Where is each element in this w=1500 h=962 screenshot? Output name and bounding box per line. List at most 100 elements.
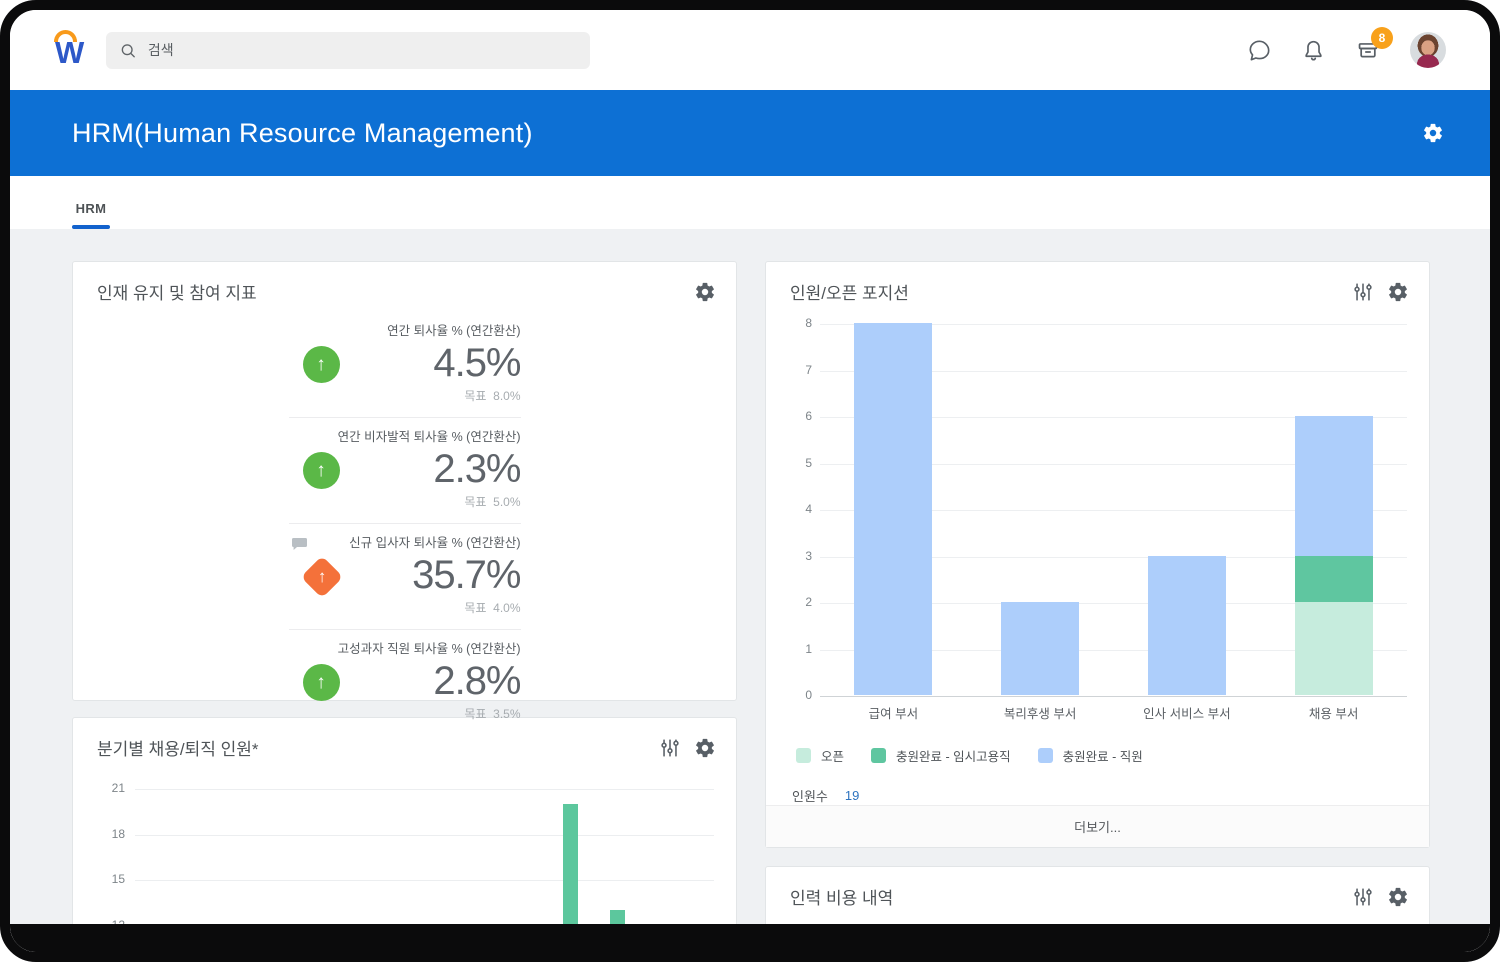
chart-filter-sliders-icon[interactable] <box>659 737 681 759</box>
avatar[interactable] <box>1410 32 1446 68</box>
legend-swatch <box>796 748 811 763</box>
gridline <box>820 649 1407 651</box>
page-title: HRM(Human Resource Management) <box>72 117 533 148</box>
dashboard: 인재 유지 및 참여 지표 연간 퇴사율 % (연간환산) ↑ 4.5% 목표 8.0… <box>10 229 1490 952</box>
y-axis-tick: 2 <box>805 595 812 609</box>
gridline <box>820 603 1407 604</box>
kpi-label: 고성과자 직원 퇴사율 % (연간환산) <box>337 642 521 656</box>
card-headcount-open-positions: 인원/오픈 포지션 0 1 2 3 4 5 6 7 8 급여 부서 복리후생 부서 인사 서비스 부… <box>765 261 1430 848</box>
card-retention-metrics: 인재 유지 및 참여 지표 연간 퇴사율 % (연간환산) ↑ 4.5% 목표 8.0… <box>72 261 737 777</box>
kpi-label: 신규 입사자 퇴사율 % (연간환산) <box>289 535 521 552</box>
x-axis-label: 채용 부서 <box>1308 707 1359 721</box>
gridline <box>135 789 714 790</box>
bar-segment[interactable] <box>1001 602 1080 695</box>
legend-item[interactable]: 충원완료 - 직원 <box>1037 746 1143 765</box>
y-axis-tick: 7 <box>805 362 812 377</box>
card-title: 인원/오픈 포지션 <box>790 284 909 303</box>
up-arrow-circle-icon: ↑ <box>302 664 340 701</box>
legend-item[interactable]: 충원완료 - 임시고용직 <box>871 746 1011 765</box>
alert-up-diamond-icon: ↑ <box>300 555 343 599</box>
card-title: 인재 유지 및 참여 지표 <box>97 284 257 303</box>
logo-arc-icon <box>54 30 77 42</box>
up-arrow-circle-icon: ↑ <box>302 346 340 383</box>
search-bar[interactable] <box>106 31 590 69</box>
card-settings-gear-icon[interactable] <box>1387 886 1409 908</box>
bar-segment[interactable] <box>1294 555 1373 602</box>
up-arrow-circle-icon: ↑ <box>302 452 340 489</box>
chart-filter-sliders-icon[interactable] <box>1352 886 1374 908</box>
kpi-list: 연간 퇴사율 % (연간환산) ↑ 4.5% 목표 8.0% 연간 비자발적 퇴사율 %… <box>288 312 522 735</box>
page-banner: HRM(Human Resource Management) <box>10 90 1490 176</box>
inbox-button[interactable]: 8 <box>1355 27 1393 63</box>
kpi-value: 2.3% <box>433 447 521 491</box>
x-axis-label: 인사 서비스 부서 <box>1143 707 1231 721</box>
y-axis-tick: 1 <box>805 641 812 656</box>
kpi-value: 35.7% <box>412 553 521 597</box>
gridline <box>820 510 1407 511</box>
headcount-metric-row: 인원수 19 <box>792 786 1407 805</box>
tab-hrm[interactable]: HRM <box>72 201 110 229</box>
tab-bar: HRM <box>10 176 1490 229</box>
x-axis-label: 복리후생 부서 <box>1003 707 1077 721</box>
kpi-item: 고성과자 직원 퇴사율 % (연간환산) ↑ 2.8% 목표 3.5% <box>288 629 522 735</box>
topbar-actions: 8 <box>1247 27 1446 68</box>
headcount-value-link[interactable]: 19 <box>844 788 860 803</box>
y-axis-tick: 18 <box>111 826 125 841</box>
gridline <box>820 696 1407 697</box>
chart-filter-sliders-icon[interactable] <box>1352 281 1374 303</box>
y-axis-tick: 4 <box>805 502 812 516</box>
bar[interactable] <box>563 804 578 952</box>
card-settings-gear-icon[interactable] <box>694 737 716 759</box>
chat-icon <box>1249 40 1270 61</box>
gridline <box>820 463 1407 465</box>
kpi-target: 목표 3.5% <box>464 707 521 721</box>
kpi-target: 목표 4.0% <box>464 601 521 615</box>
gridline <box>820 417 1407 418</box>
headcount-bar-chart: 0 1 2 3 4 5 6 7 8 급여 부서 복리후생 부서 인사 서비스 부서 채용 부서 <box>790 316 1407 722</box>
gridline <box>135 880 714 881</box>
topbar: W <box>10 10 1490 90</box>
bar-segment[interactable] <box>1147 555 1226 695</box>
card-settings-gear-icon[interactable] <box>694 281 716 303</box>
metric-label: 인원수 <box>792 789 828 804</box>
more-link[interactable]: 더보기... <box>766 805 1429 847</box>
kpi-value: 2.8% <box>433 659 521 703</box>
kpi-value: 4.5% <box>433 341 521 385</box>
notifications-button[interactable] <box>1301 38 1326 63</box>
active-tab-underline <box>72 224 110 229</box>
card-quarterly-hires-terms: 분기별 채용/퇴직 인원* 21181512 <box>72 717 737 952</box>
legend-swatch <box>871 748 887 763</box>
kpi-item: 연간 비자발적 퇴사율 % (연간환산) ↑ 2.3% 목표 5.0% <box>288 417 522 523</box>
y-axis-tick: 3 <box>805 548 812 563</box>
chart-legend: 오픈 충원완료 - 임시고용직 충원완료 - 직원 <box>796 746 1407 765</box>
chat-button[interactable] <box>1247 38 1272 63</box>
chart-plot-area: 0 1 2 3 4 5 6 7 8 <box>805 316 1407 702</box>
card-settings-gear-icon[interactable] <box>1387 281 1409 303</box>
x-axis-label: 급여 부서 <box>868 707 919 721</box>
y-axis-tick: 21 <box>111 781 125 795</box>
inbox-badge: 8 <box>1371 27 1393 49</box>
right-column: 인원/오픈 포지션 0 1 2 3 4 5 6 7 8 급여 부서 복리후생 부서 인사 서비스 부… <box>765 261 1430 952</box>
frame-bottom-border <box>10 924 1490 952</box>
bar-segment[interactable] <box>1294 416 1373 556</box>
y-axis-tick: 0 <box>805 688 812 702</box>
card-title: 분기별 채용/퇴직 인원* <box>97 740 259 759</box>
kpi-label: 연간 비자발적 퇴사율 % (연간환산) <box>337 430 521 444</box>
y-axis-tick: 8 <box>805 316 812 330</box>
card-title: 인력 비용 내역 <box>790 889 894 908</box>
legend-item[interactable]: 오픈 <box>796 746 844 765</box>
bar-segment[interactable] <box>1294 602 1373 695</box>
gridline <box>820 370 1407 372</box>
chart-x-axis-labels: 급여 부서 복리후생 부서 인사 서비스 부서 채용 부서 <box>820 703 1407 722</box>
banner-settings-gear-icon[interactable] <box>1422 122 1444 144</box>
left-column: 인재 유지 및 참여 지표 연간 퇴사율 % (연간환산) ↑ 4.5% 목표 8.0… <box>72 261 737 952</box>
gridline <box>820 556 1407 558</box>
bar-segment[interactable] <box>854 323 933 695</box>
kpi-item: 신규 입사자 퇴사율 % (연간환산) ↑ 35.7% 목표 4.0% <box>288 523 522 629</box>
search-input[interactable] <box>145 41 577 59</box>
kpi-target: 목표 8.0% <box>464 389 521 403</box>
search-icon <box>121 43 135 57</box>
workday-logo[interactable]: W <box>48 26 94 74</box>
kpi-item: 연간 퇴사율 % (연간환산) ↑ 4.5% 목표 8.0% <box>289 312 522 417</box>
kpi-target: 목표 5.0% <box>464 495 521 509</box>
